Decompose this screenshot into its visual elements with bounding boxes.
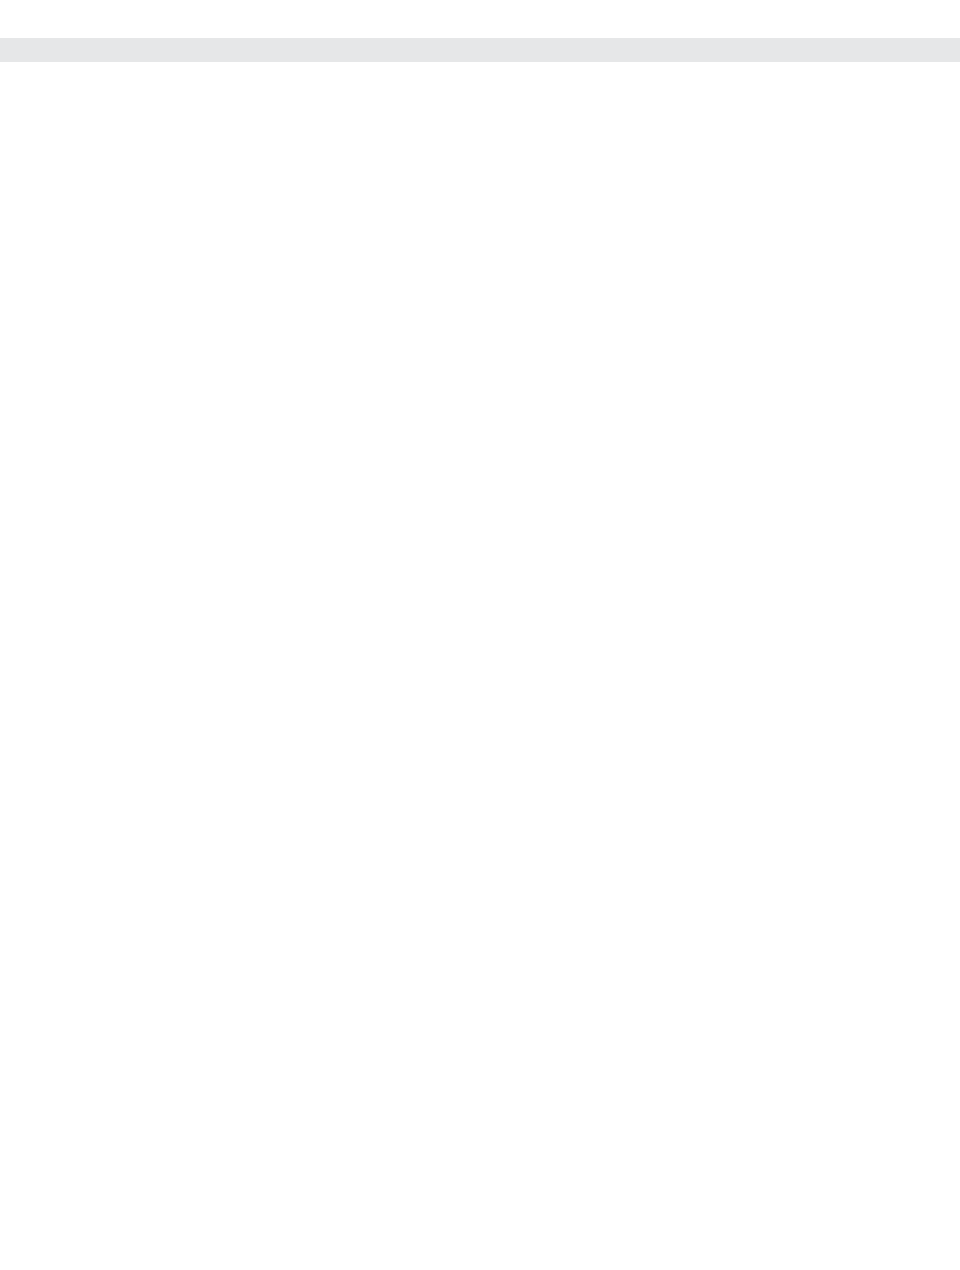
- page-title: [0, 0, 960, 38]
- diagram1: [390, 165, 930, 405]
- title-bar: [0, 38, 960, 62]
- diagram3: [620, 640, 920, 1200]
- diagram2: [72, 640, 332, 1200]
